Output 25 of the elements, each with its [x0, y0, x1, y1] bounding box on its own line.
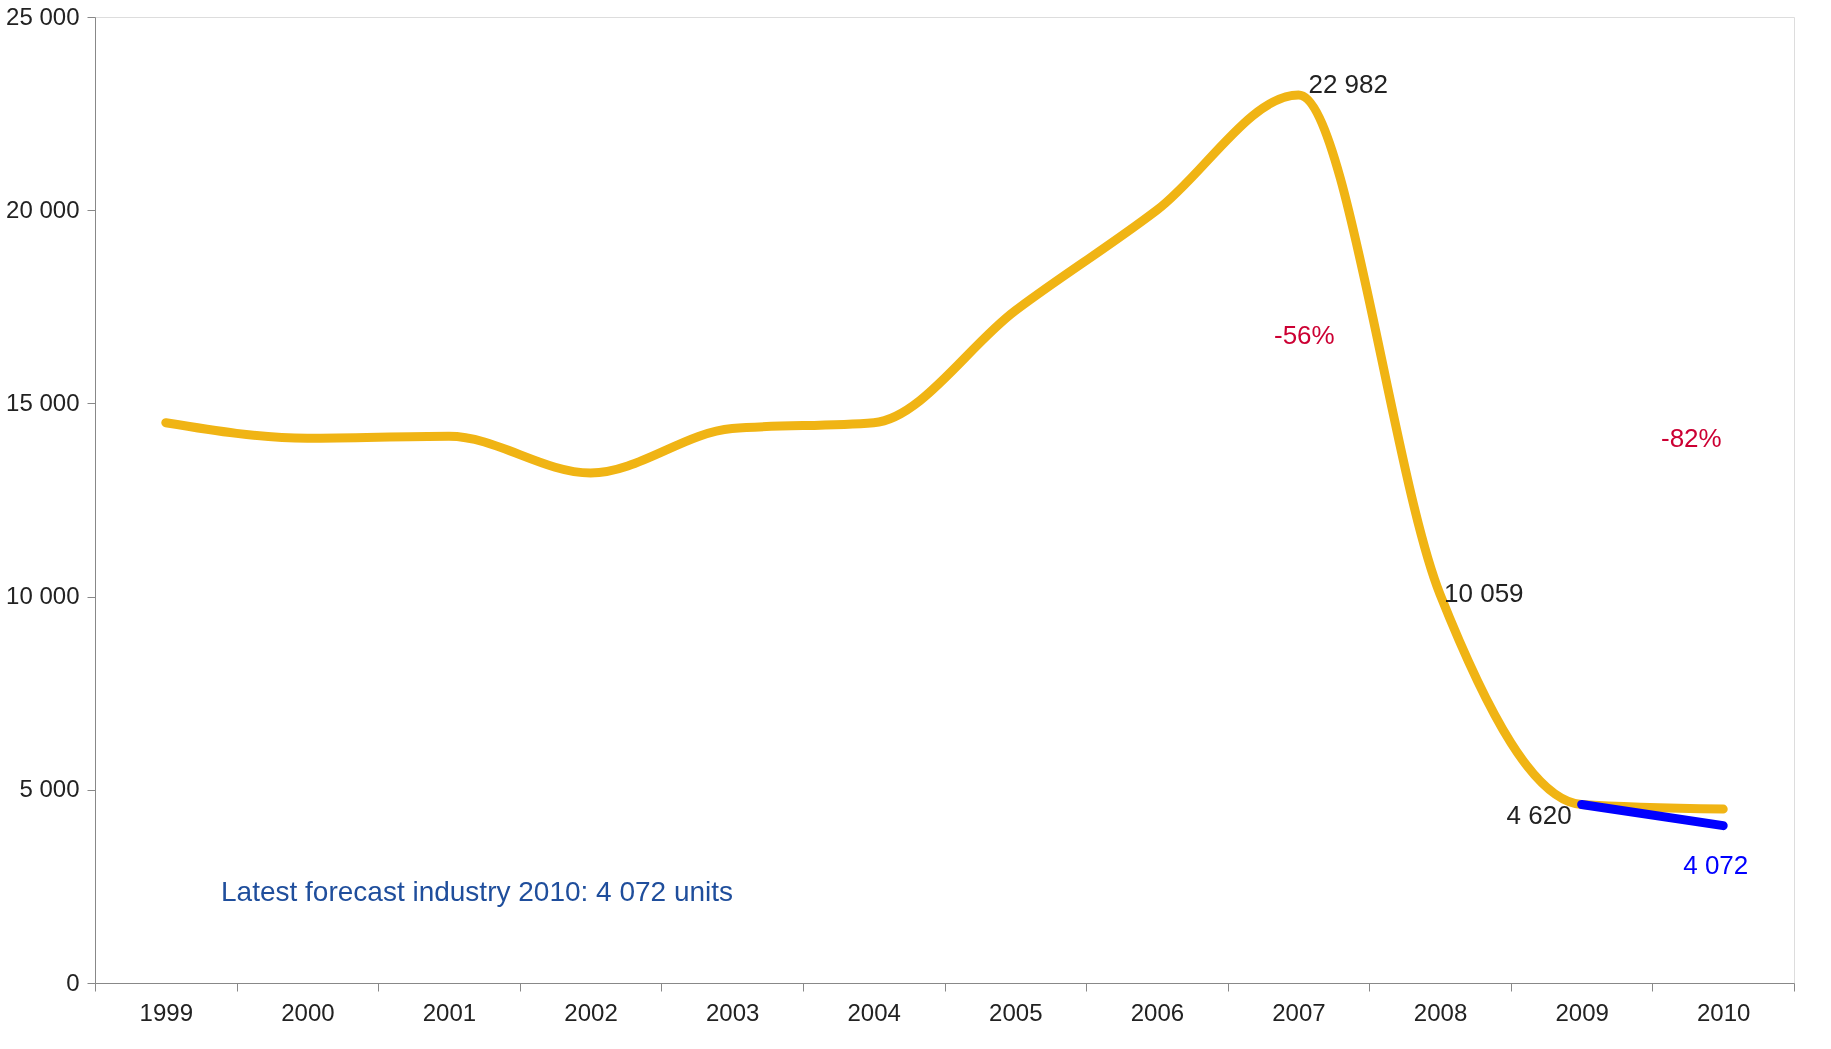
- annotation: 22 982: [1308, 68, 1388, 99]
- annotation: 4 620: [1506, 800, 1572, 831]
- x-tick-label: 2009: [1555, 998, 1609, 1026]
- y-tick-label: 0: [66, 968, 80, 996]
- y-tick-label: 20 000: [6, 195, 80, 223]
- annotation: Latest forecast industry 2010: 4 072 units: [221, 875, 734, 907]
- x-tick-label: 2008: [1413, 998, 1468, 1026]
- x-tick-label: 2001: [422, 998, 477, 1026]
- y-tick-label: 15 000: [6, 388, 80, 416]
- y-tick-label: 10 000: [6, 582, 80, 610]
- x-tick-label: 2003: [705, 998, 760, 1026]
- x-tick-label: 2004: [847, 998, 901, 1026]
- annotation: 10 059: [1444, 578, 1524, 609]
- x-tick-label: 2007: [1272, 998, 1326, 1026]
- x-tick-label: 2006: [1130, 998, 1185, 1026]
- annotation: 4 072: [1683, 849, 1749, 880]
- x-tick-label: 2002: [564, 998, 618, 1026]
- x-tick-label: 2010: [1697, 998, 1751, 1026]
- x-tick-label: 2000: [281, 998, 335, 1026]
- y-tick-label: 25 000: [6, 2, 80, 30]
- x-tick-label: 2005: [989, 998, 1043, 1026]
- annotation: -56%: [1274, 320, 1335, 351]
- x-tick-label: 1999: [139, 998, 193, 1026]
- annotation: -82%: [1661, 423, 1722, 454]
- y-tick-label: 5 000: [19, 775, 80, 803]
